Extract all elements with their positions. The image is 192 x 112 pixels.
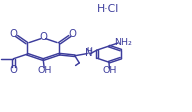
Text: N: N [85, 48, 92, 58]
Text: H: H [86, 47, 92, 56]
Text: O: O [69, 29, 77, 39]
Text: NH₂: NH₂ [114, 38, 132, 47]
Text: OH: OH [103, 66, 117, 75]
Text: OH: OH [37, 66, 52, 75]
Text: H·Cl: H·Cl [97, 4, 120, 14]
Text: O: O [10, 29, 18, 39]
Text: O: O [39, 32, 47, 42]
Text: O: O [9, 65, 17, 75]
